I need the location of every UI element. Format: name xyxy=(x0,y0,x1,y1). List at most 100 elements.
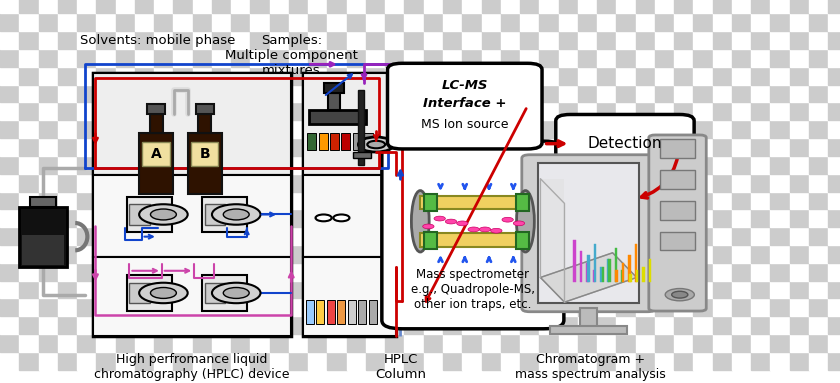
Bar xyxy=(694,13,712,31)
Bar xyxy=(539,316,559,334)
Bar xyxy=(675,120,694,138)
Bar xyxy=(655,85,675,102)
Bar xyxy=(712,263,732,281)
Bar xyxy=(655,156,675,174)
Bar xyxy=(77,138,97,156)
Bar xyxy=(597,334,617,352)
Bar xyxy=(386,316,405,334)
Bar xyxy=(423,298,443,316)
Bar xyxy=(539,174,559,192)
Bar xyxy=(135,245,154,263)
Bar xyxy=(660,139,695,158)
Bar xyxy=(77,192,97,210)
Bar xyxy=(655,102,675,120)
Bar xyxy=(423,156,443,174)
Bar xyxy=(694,102,712,120)
Bar xyxy=(462,102,481,120)
Bar xyxy=(270,245,289,263)
Bar xyxy=(202,196,247,232)
Bar xyxy=(0,227,19,245)
Bar xyxy=(289,192,308,210)
Bar xyxy=(328,85,347,102)
Bar xyxy=(212,245,231,263)
Bar xyxy=(809,13,828,31)
Bar xyxy=(19,334,39,352)
Bar xyxy=(790,156,809,174)
Bar xyxy=(0,298,19,316)
Bar xyxy=(597,174,617,192)
Bar xyxy=(366,227,386,245)
Bar xyxy=(58,49,77,67)
Bar xyxy=(617,281,636,298)
Bar xyxy=(347,334,366,352)
Bar xyxy=(328,49,347,67)
Bar xyxy=(597,316,617,334)
Bar xyxy=(559,210,578,227)
Bar xyxy=(386,210,405,227)
Bar xyxy=(0,138,19,156)
Bar xyxy=(231,102,250,120)
Bar xyxy=(732,352,751,370)
Bar xyxy=(559,316,578,334)
Bar xyxy=(250,352,270,370)
Bar xyxy=(578,102,597,120)
Bar xyxy=(790,0,809,13)
Bar xyxy=(809,102,828,120)
Bar xyxy=(270,263,289,281)
Bar xyxy=(675,316,694,334)
Bar xyxy=(250,334,270,352)
Bar xyxy=(58,138,77,156)
Circle shape xyxy=(445,219,457,224)
Bar xyxy=(347,67,366,85)
Bar xyxy=(520,227,539,245)
Bar xyxy=(289,31,308,49)
Bar xyxy=(205,204,225,225)
Bar xyxy=(574,240,575,282)
Bar xyxy=(0,85,19,102)
Bar xyxy=(559,156,578,174)
Bar xyxy=(39,31,58,49)
Bar xyxy=(712,298,732,316)
Bar xyxy=(732,174,751,192)
Bar xyxy=(597,102,617,120)
Bar xyxy=(250,120,270,138)
Bar xyxy=(578,352,597,370)
Bar xyxy=(97,49,116,67)
Bar xyxy=(289,281,308,298)
Bar xyxy=(58,31,77,49)
Bar xyxy=(617,192,636,210)
Bar xyxy=(593,270,596,282)
Bar xyxy=(270,316,289,334)
Bar xyxy=(420,233,526,247)
Bar xyxy=(732,85,751,102)
Bar xyxy=(694,31,712,49)
Bar xyxy=(366,281,386,298)
Bar xyxy=(250,281,270,298)
Bar xyxy=(231,210,250,227)
Bar xyxy=(77,156,97,174)
Bar xyxy=(423,245,443,263)
Bar xyxy=(39,174,58,192)
Bar xyxy=(462,316,481,334)
Bar xyxy=(154,245,173,263)
Text: LC-MS: LC-MS xyxy=(442,79,488,92)
Bar xyxy=(135,120,154,138)
Bar xyxy=(751,138,770,156)
Bar xyxy=(770,298,790,316)
Bar xyxy=(559,120,578,138)
Bar xyxy=(636,263,655,281)
Bar xyxy=(578,49,597,67)
Bar xyxy=(732,227,751,245)
Bar xyxy=(58,298,77,316)
Bar xyxy=(501,85,520,102)
Bar xyxy=(139,133,173,194)
Bar xyxy=(597,281,617,298)
Bar xyxy=(423,0,443,13)
Bar xyxy=(308,334,328,352)
Bar xyxy=(423,192,443,210)
Bar xyxy=(0,0,19,13)
Bar xyxy=(732,13,751,31)
Bar xyxy=(423,316,443,334)
Bar xyxy=(423,85,443,102)
Bar xyxy=(712,316,732,334)
